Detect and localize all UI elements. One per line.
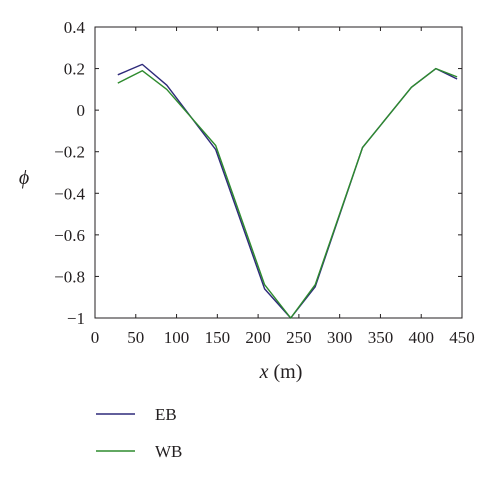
- plot-area-border: [94, 26, 463, 319]
- x-tick-label: 0: [91, 328, 100, 347]
- x-tick-label: 50: [127, 328, 144, 347]
- legend-label-eb: EB: [155, 405, 177, 424]
- y-axis-label: ϕ: [19, 167, 29, 189]
- y-tick-label: 0.4: [64, 18, 86, 37]
- plot-frame: [94, 26, 463, 319]
- y-tick-label: −0.6: [54, 226, 85, 245]
- y-tick-label: −1: [67, 309, 85, 328]
- y-tick-label: −0.4: [54, 184, 85, 203]
- x-tick-label: 300: [327, 328, 353, 347]
- x-axis-ticks: 0 50 100 150 200 250 300 350 400 450: [91, 27, 475, 347]
- x-tick-label: 150: [205, 328, 231, 347]
- x-tick-label: 100: [164, 328, 190, 347]
- y-tick-label: 0: [77, 101, 86, 120]
- series-lines: [117, 63, 458, 319]
- legend-label-wb: WB: [155, 442, 182, 461]
- x-tick-label: 450: [449, 328, 475, 347]
- x-tick-label: 350: [368, 328, 394, 347]
- x-tick-label: 200: [245, 328, 271, 347]
- x-tick-label: 250: [286, 328, 312, 347]
- x-axis-label: x (m): [259, 361, 303, 383]
- y-tick-label: −0.8: [54, 267, 85, 286]
- series-line-wb: [117, 67, 458, 319]
- y-axis-ticks: 0.4 0.2 0 −0.2 −0.4 −0.6 −0.8 −1: [54, 18, 462, 328]
- legend: EB WB: [96, 405, 182, 461]
- x-tick-label: 400: [408, 328, 434, 347]
- y-tick-label: 0.2: [64, 60, 85, 79]
- series-line-eb: [117, 63, 458, 319]
- y-tick-label: −0.2: [54, 143, 85, 162]
